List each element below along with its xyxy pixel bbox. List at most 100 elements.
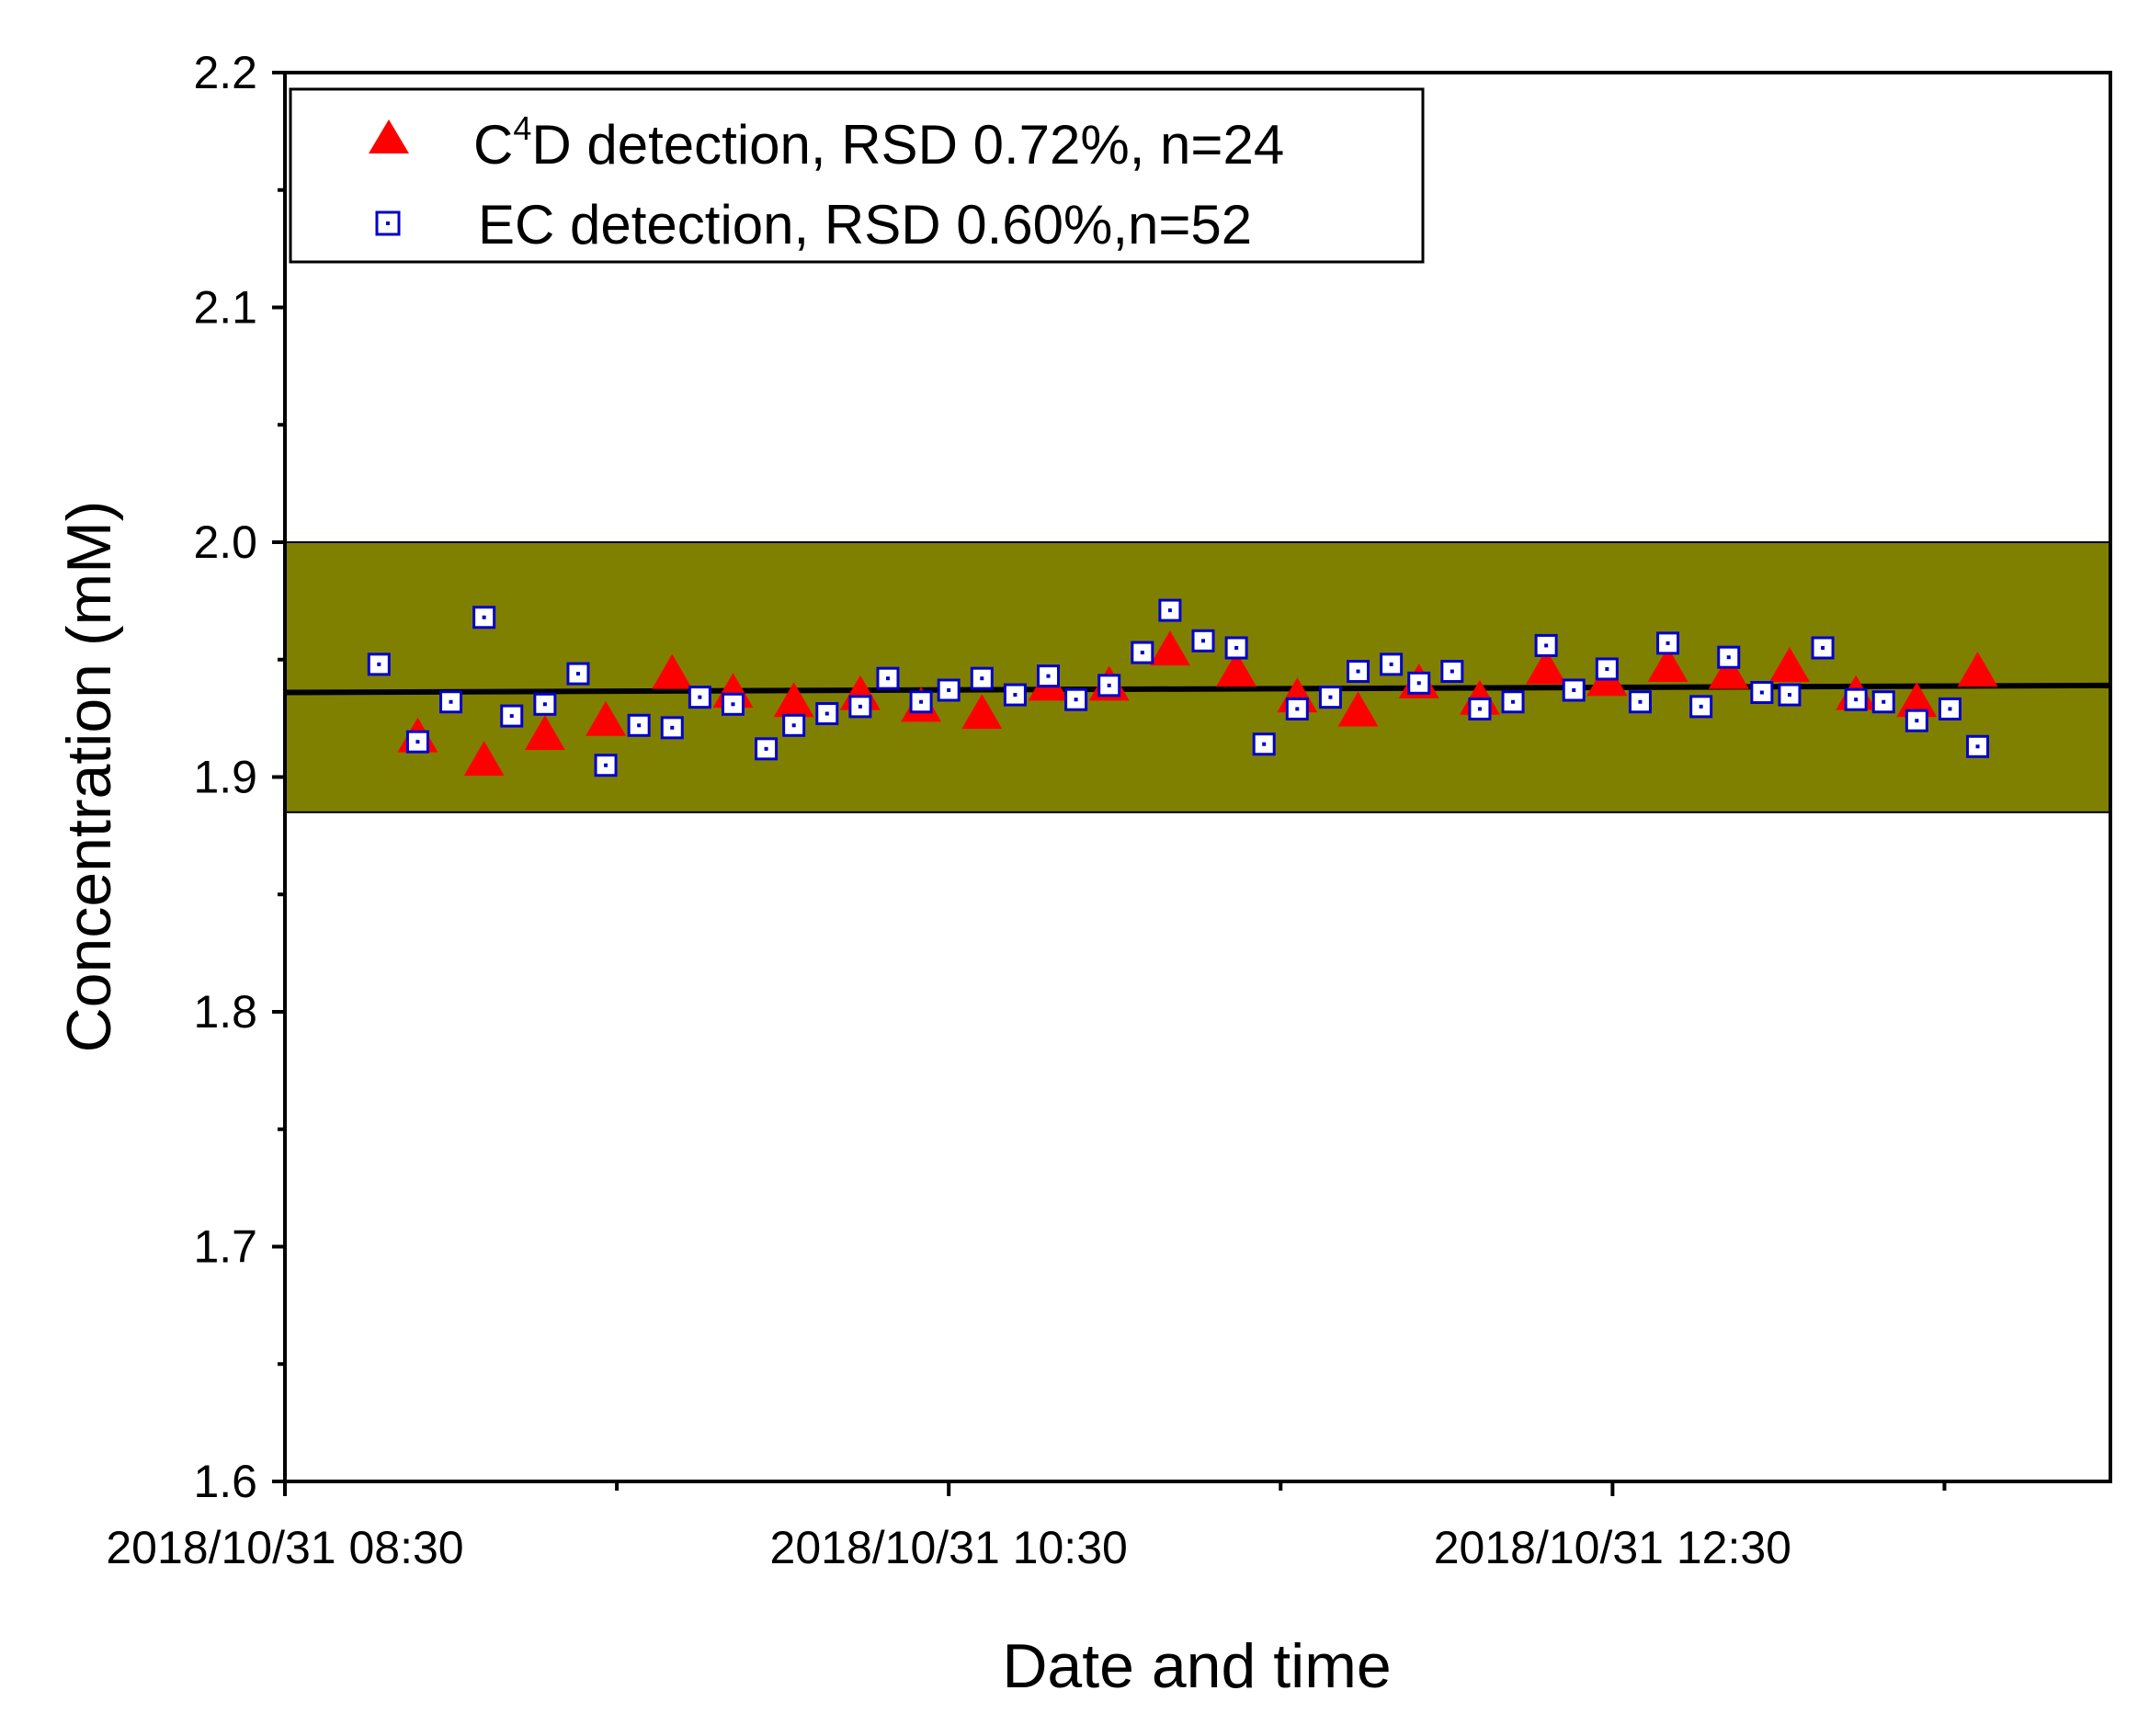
y-tick-label: 2.1 (193, 282, 257, 334)
ec-point-dot (1882, 699, 1886, 704)
ec-point (970, 666, 994, 690)
ec-point (1131, 641, 1154, 664)
ec-point-dot (1915, 719, 1919, 723)
ec-point (1966, 734, 1990, 758)
ec-point (848, 695, 872, 719)
ec-point (1285, 697, 1309, 720)
ec-point (627, 713, 651, 737)
ec-point-dot (1234, 645, 1239, 650)
ec-point (688, 686, 711, 709)
ec-point-dot (764, 746, 768, 751)
legend-c4d-sup: 4 (513, 109, 531, 147)
ec-point-dot (791, 723, 796, 728)
legend-ec-text: EC detection, RSD 0.60%,n=52 (478, 194, 1252, 255)
ec-point-dot (1107, 683, 1111, 687)
ec-point-dot (637, 723, 642, 728)
ec-point-dot (1201, 639, 1206, 643)
x-tick-label: 2018/10/31 08:30 (106, 1522, 463, 1573)
c4d-point (1149, 630, 1190, 666)
ec-point-dot (1948, 707, 1952, 711)
y-tick-label: 1.9 (193, 752, 257, 803)
ec-point-dot (980, 676, 984, 681)
ec-point (1318, 686, 1342, 709)
ec-point-dot (1544, 643, 1549, 648)
ec-point (1347, 660, 1370, 684)
ec-point-dot (542, 702, 547, 707)
ec-point-dot (1666, 641, 1670, 645)
ec-point-dot (604, 763, 608, 767)
ec-point (1905, 709, 1928, 732)
ec-point-dot (1262, 742, 1267, 746)
legend-c4d-text: C4D detection, RSD 0.72%, n=24 (473, 109, 1284, 176)
ec-point (1562, 678, 1586, 702)
c4d-point (1216, 652, 1257, 687)
ec-point-dot (670, 725, 675, 730)
ec-point (439, 690, 463, 714)
acceptance-band (284, 541, 2111, 813)
ec-point (782, 713, 806, 737)
legend-ec-marker-dot (386, 221, 390, 225)
legend-c4d-prefix: C (473, 114, 513, 176)
c4d-point (586, 700, 627, 736)
ec-point (1003, 683, 1027, 707)
ec-point (1534, 633, 1558, 657)
ec-point-dot (1416, 681, 1421, 686)
ec-point (1252, 732, 1276, 756)
ec-point-dot (885, 676, 890, 681)
ec-point-dot (1450, 669, 1454, 674)
legend: C4D detection, RSD 0.72%, n=24 EC detect… (289, 87, 1425, 264)
ec-point-dot (449, 699, 453, 704)
ec-point (594, 754, 618, 777)
x-axis-label: Date and time (1002, 1631, 1391, 1701)
ec-point (755, 737, 779, 761)
ec-point-dot (1356, 669, 1360, 674)
ec-point (876, 666, 900, 690)
y-tick-label: 1.8 (193, 986, 257, 1038)
ec-point-dot (1477, 707, 1482, 711)
ec-point (533, 692, 557, 716)
y-tick-label: 2.2 (193, 47, 257, 98)
y-tick-label: 1.6 (193, 1456, 257, 1507)
ec-point-dot (1328, 695, 1333, 699)
ec-point-dot (482, 615, 486, 619)
ec-point (1750, 681, 1774, 705)
ticks-layer: 1.6 1.7 1.8 1.9 2.0 2.1 2.2 2018/10/31 08:30 201… (106, 47, 1947, 1573)
ec-point (1037, 664, 1061, 688)
c4d-point (1957, 652, 1998, 687)
ec-point-dot (415, 740, 420, 744)
ec-point-dot (1167, 608, 1172, 613)
ec-point-dot (1638, 699, 1643, 704)
ec-point (721, 692, 745, 716)
ec-point-dot (575, 672, 580, 676)
ec-point (1689, 695, 1713, 719)
ec-point (815, 702, 839, 726)
ec-point (1595, 657, 1619, 681)
c4d-point (961, 694, 1003, 730)
ec-point (1938, 697, 1961, 720)
c4d-point (1896, 682, 1938, 718)
ec-point (937, 678, 961, 702)
ec-point (1158, 598, 1182, 622)
legend-c4d-marker (369, 119, 409, 153)
ec-point (367, 652, 391, 676)
ec-point (472, 606, 496, 630)
ec-point-dot (1295, 707, 1300, 711)
trend-line (284, 682, 2111, 696)
legend-c4d-suffix: D detection, RSD 0.72%, n=24 (531, 114, 1284, 176)
trend-layer (284, 682, 2111, 696)
ec-point-dot (1975, 744, 1980, 749)
ec-point-dot (509, 714, 514, 719)
ec-point (1717, 645, 1741, 669)
c4d-point (773, 682, 814, 718)
ec-point (1468, 697, 1492, 720)
ec-point-dot (1013, 693, 1018, 698)
ec-point (1811, 636, 1835, 660)
ec-point-dot (1726, 655, 1731, 660)
ec-point (1064, 687, 1088, 711)
ec-point-dot (1046, 674, 1051, 678)
ec-point (1407, 671, 1431, 695)
ec-point (909, 690, 933, 714)
c4d-point (652, 653, 693, 689)
c4d-point (1708, 653, 1749, 689)
